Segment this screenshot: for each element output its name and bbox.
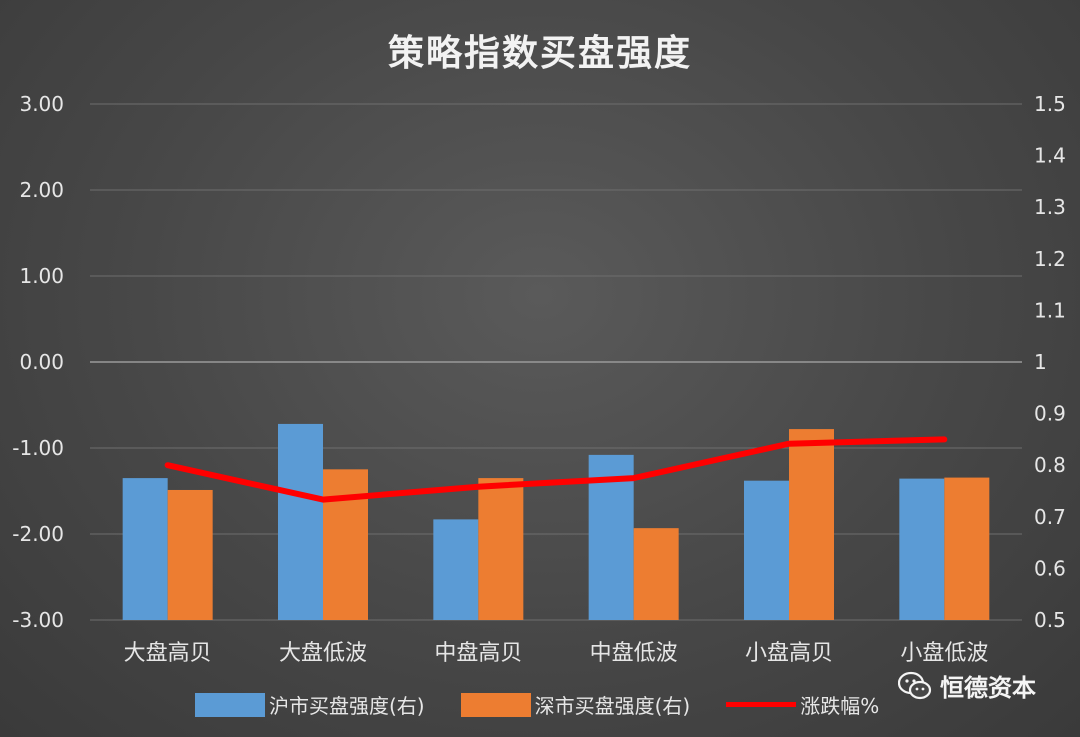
category-label: 小盘高贝: [745, 641, 833, 666]
watermark: 恒德资本: [898, 668, 1036, 703]
bar-sh: [278, 423, 323, 620]
bar-sh: [744, 480, 789, 620]
left-tick-label: -2.00: [12, 522, 64, 546]
watermark-text: 恒德资本: [940, 674, 1036, 702]
category-label: 中盘高贝: [434, 641, 522, 666]
chart-title: 策略指数买盘强度: [387, 32, 692, 74]
right-tick-label: 1: [1034, 350, 1047, 374]
bar-sh: [899, 478, 945, 620]
bar-sz: [167, 489, 213, 620]
legend-item-sz: 深市买盘强度(右): [460, 690, 691, 719]
line-change: [164, 436, 948, 503]
bar-sz: [323, 469, 368, 620]
right-tick-label: 0.9: [1034, 402, 1066, 426]
legend-swatch-sz: [460, 692, 531, 717]
right-tick-label: 0.6: [1034, 556, 1066, 580]
wechat-icon: [898, 671, 932, 699]
left-tick-label: 0.00: [19, 350, 64, 374]
bar-sh: [122, 478, 168, 620]
bar-sz: [789, 429, 834, 620]
bar-sh: [433, 519, 479, 620]
bar-sz: [633, 528, 679, 620]
chart-legend: 沪市买盘强度(右) 深市买盘强度(右) 涨跌幅%: [195, 690, 915, 719]
left-tick-label: 2.00: [19, 178, 64, 202]
bar-sz: [944, 477, 990, 620]
left-tick-label: 3.00: [19, 92, 64, 116]
right-tick-label: 0.7: [1034, 505, 1066, 529]
left-tick-label: 1.00: [19, 264, 64, 288]
right-tick-label: 0.8: [1034, 453, 1066, 477]
category-label: 大盘低波: [279, 641, 367, 666]
legend-swatch-sh: [195, 692, 265, 717]
legend-swatch-change: [726, 702, 797, 707]
left-tick-label: -1.00: [12, 436, 64, 460]
right-tick-label: 0.5: [1034, 608, 1066, 632]
legend-label-change: 涨跌幅%: [800, 694, 880, 718]
category-label: 小盘低波: [900, 641, 988, 666]
left-tick-label: -3.00: [12, 608, 64, 632]
legend-item-change: 涨跌幅%: [726, 690, 879, 719]
category-label: 中盘低波: [590, 641, 678, 666]
right-tick-label: 1.4: [1034, 144, 1066, 168]
legend-label-sh: 沪市买盘强度(右): [269, 694, 425, 718]
right-tick-label: 1.3: [1034, 195, 1066, 219]
bar-sz: [478, 478, 524, 620]
category-label: 大盘高贝: [124, 641, 212, 666]
right-tick-label: 1.2: [1034, 247, 1066, 271]
right-tick-label: 1.1: [1034, 298, 1066, 322]
legend-label-sz: 深市买盘强度(右): [534, 694, 691, 718]
legend-item-sh: 沪市买盘强度(右): [195, 690, 425, 719]
right-tick-label: 1.5: [1034, 92, 1066, 116]
